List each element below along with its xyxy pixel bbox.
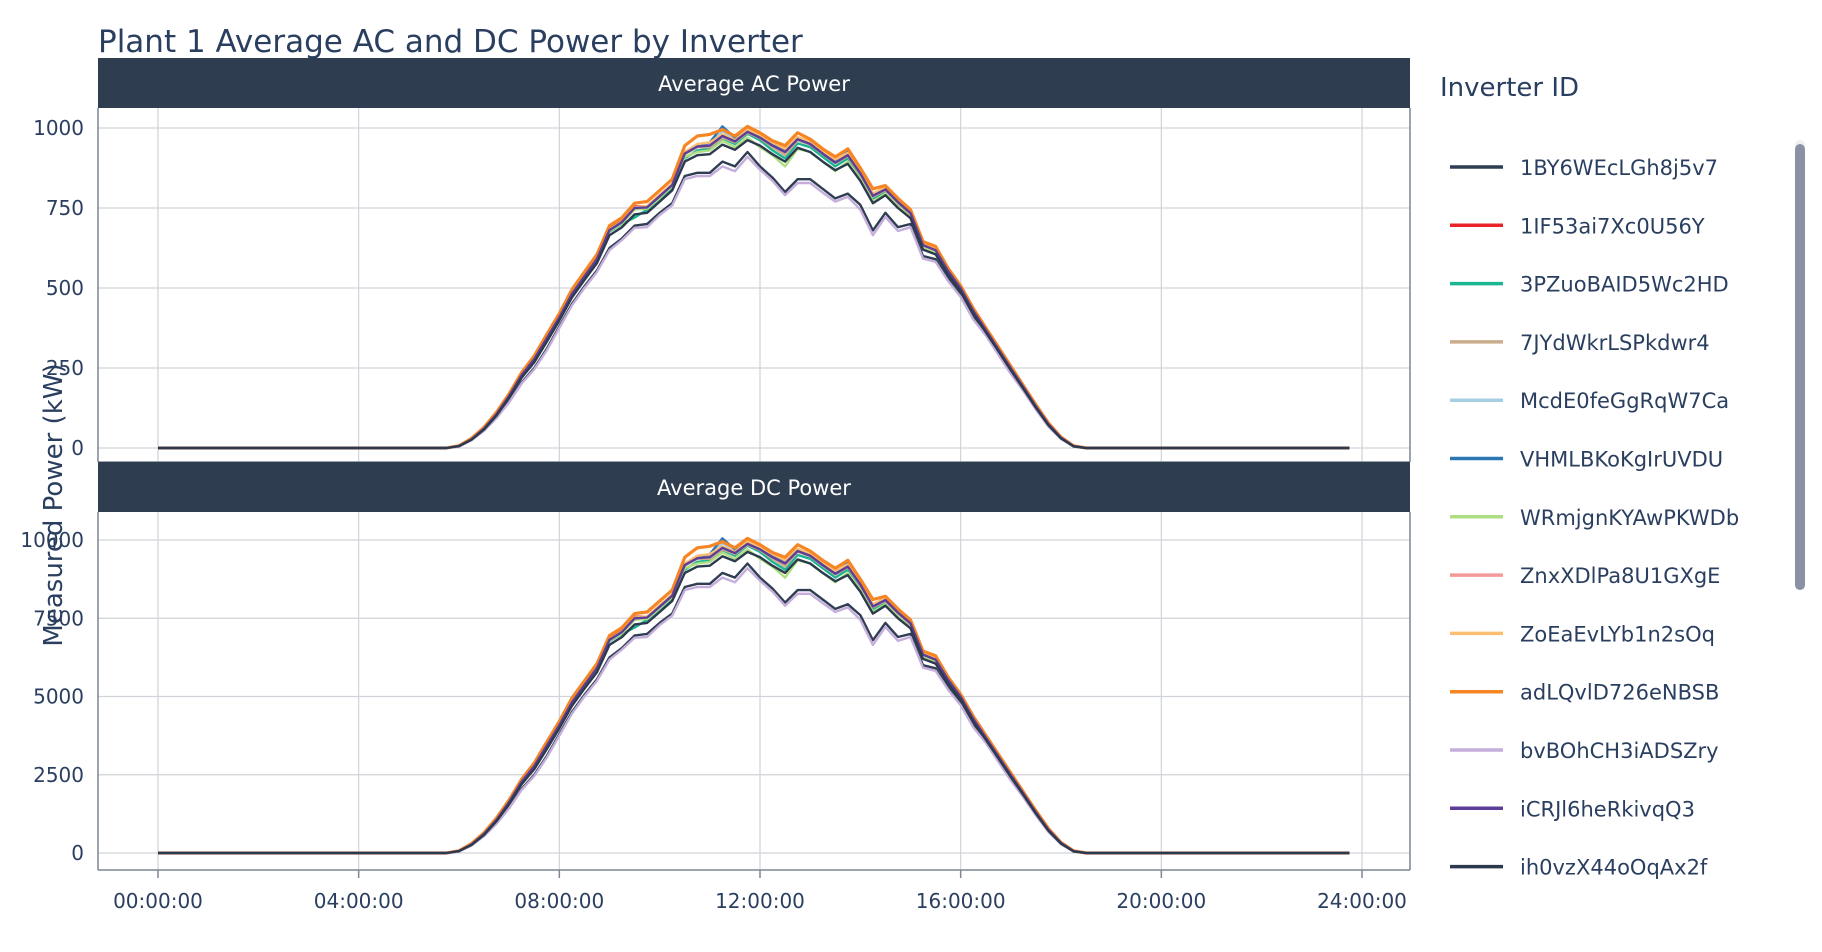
y-tick-label: 0 — [71, 436, 84, 460]
series-line — [158, 155, 1350, 450]
x-tick-label: 24:00:00 — [1317, 889, 1407, 913]
legend-label: 1IF53ai7Xc0U56Y — [1520, 214, 1705, 238]
facet-strip-title: Average DC Power — [657, 476, 851, 500]
series-line — [158, 540, 1350, 855]
facet-strip — [98, 462, 1410, 512]
x-tick-label: 08:00:00 — [514, 889, 604, 913]
legend-scrollbar-thumb[interactable] — [1795, 144, 1805, 590]
x-tick-label: 04:00:00 — [314, 889, 404, 913]
series-line — [158, 138, 1350, 450]
facet-strip-title: Average AC Power — [658, 72, 850, 96]
series-line — [158, 150, 1350, 450]
series-line — [158, 544, 1350, 855]
chart-title: Plant 1 Average AC and DC Power by Inver… — [98, 24, 803, 60]
legend-label: McdE0feGgRqW7Ca — [1520, 389, 1729, 413]
legend-item[interactable]: 3PZuoBAID5Wc2HD — [1450, 273, 1729, 297]
y-tick-label: 500 — [46, 276, 84, 300]
series-line — [158, 550, 1350, 855]
series-line — [158, 136, 1350, 450]
legend-label: 3PZuoBAID5Wc2HD — [1520, 273, 1729, 297]
series-line — [158, 128, 1350, 450]
legend-title: Inverter ID — [1440, 73, 1579, 103]
legend-item[interactable]: McdE0feGgRqW7Ca — [1450, 389, 1729, 413]
x-tick-label: 00:00:00 — [113, 889, 203, 913]
legend-item[interactable]: 1BY6WEcLGh8j5v7 — [1450, 156, 1718, 180]
y-tick-label: 750 — [46, 196, 84, 220]
legend-label: VHMLBKoKgIrUVDU — [1520, 448, 1723, 472]
series-line — [158, 124, 1350, 450]
legend[interactable]: Inverter ID 1BY6WEcLGh8j5v7 1IF53ai7Xc0U56… — [1440, 73, 1739, 880]
x-tick-label: 16:00:00 — [916, 889, 1006, 913]
series-line — [158, 548, 1350, 855]
series-line — [158, 562, 1350, 855]
y-tick-label: 5000 — [33, 685, 84, 709]
y-axis-label: Measured Power (kW) — [39, 363, 69, 646]
legend-label: bvBOhCH3iADSZry — [1520, 739, 1719, 763]
series-line — [158, 541, 1350, 855]
y-tick-label: 250 — [46, 356, 84, 380]
legend-item[interactable]: 7JYdWkrLSPkdwr4 — [1450, 331, 1710, 355]
legend-item[interactable]: adLQvlD726eNBSB — [1450, 681, 1719, 705]
legend-label: iCRJl6heRkivqQ3 — [1520, 797, 1695, 821]
y-tick-label: 0 — [71, 841, 84, 865]
series-line — [158, 125, 1350, 450]
facet-strip — [98, 58, 1410, 108]
legend-item[interactable]: ZoEaEvLYb1n2sOq — [1450, 622, 1715, 646]
legend-label: ih0vzX44oOqAx2f — [1520, 856, 1708, 880]
series-line — [158, 543, 1350, 855]
series-line — [158, 130, 1350, 450]
legend-label: ZoEaEvLYb1n2sOq — [1520, 622, 1715, 646]
legend-item[interactable]: bvBOhCH3iADSZry — [1450, 739, 1719, 763]
series-line — [158, 542, 1350, 855]
series-line — [158, 536, 1350, 855]
series-line — [158, 128, 1350, 450]
panel-ac: 0 250 500 750 1000 Average AC Power — [33, 58, 1411, 463]
x-tick-label: 12:00:00 — [715, 889, 805, 913]
legend-label: 1BY6WEcLGh8j5v7 — [1520, 156, 1718, 180]
legend-label: 7JYdWkrLSPkdwr4 — [1520, 331, 1710, 355]
legend-item[interactable]: 1IF53ai7Xc0U56Y — [1450, 214, 1705, 238]
legend-item[interactable]: WRmjgnKYAwPKWDb — [1450, 506, 1739, 530]
y-tick-label: 7500 — [33, 606, 84, 630]
y-tick-label: 2500 — [33, 763, 84, 787]
series-line — [158, 542, 1350, 855]
series-line — [158, 540, 1350, 855]
series-line — [158, 132, 1350, 450]
series-line — [158, 567, 1350, 855]
facet-panels: 0 250 500 750 1000 Average AC Power 0 2500 5000 7… — [20, 58, 1411, 913]
legend-label: ZnxXDlPa8U1GXgE — [1520, 564, 1720, 588]
legend-item[interactable]: VHMLBKoKgIrUVDU — [1450, 448, 1723, 472]
legend-label: WRmjgnKYAwPKWDb — [1520, 506, 1739, 530]
panel-dc: 0 2500 5000 7500 10000 Average DC Power 00:00:… — [20, 462, 1411, 913]
x-tick-label: 20:00:00 — [1116, 889, 1206, 913]
y-tick-label: 10000 — [20, 528, 84, 552]
legend-item[interactable]: ZnxXDlPa8U1GXgE — [1450, 564, 1720, 588]
legend-item[interactable]: iCRJl6heRkivqQ3 — [1450, 797, 1695, 821]
series-line — [158, 537, 1350, 855]
legend-item[interactable]: ih0vzX44oOqAx2f — [1450, 856, 1708, 880]
series-line — [158, 130, 1350, 450]
y-tick-label: 1000 — [33, 116, 84, 140]
series-line — [158, 131, 1350, 450]
series-line — [158, 129, 1350, 450]
legend-label: adLQvlD726eNBSB — [1520, 681, 1719, 705]
